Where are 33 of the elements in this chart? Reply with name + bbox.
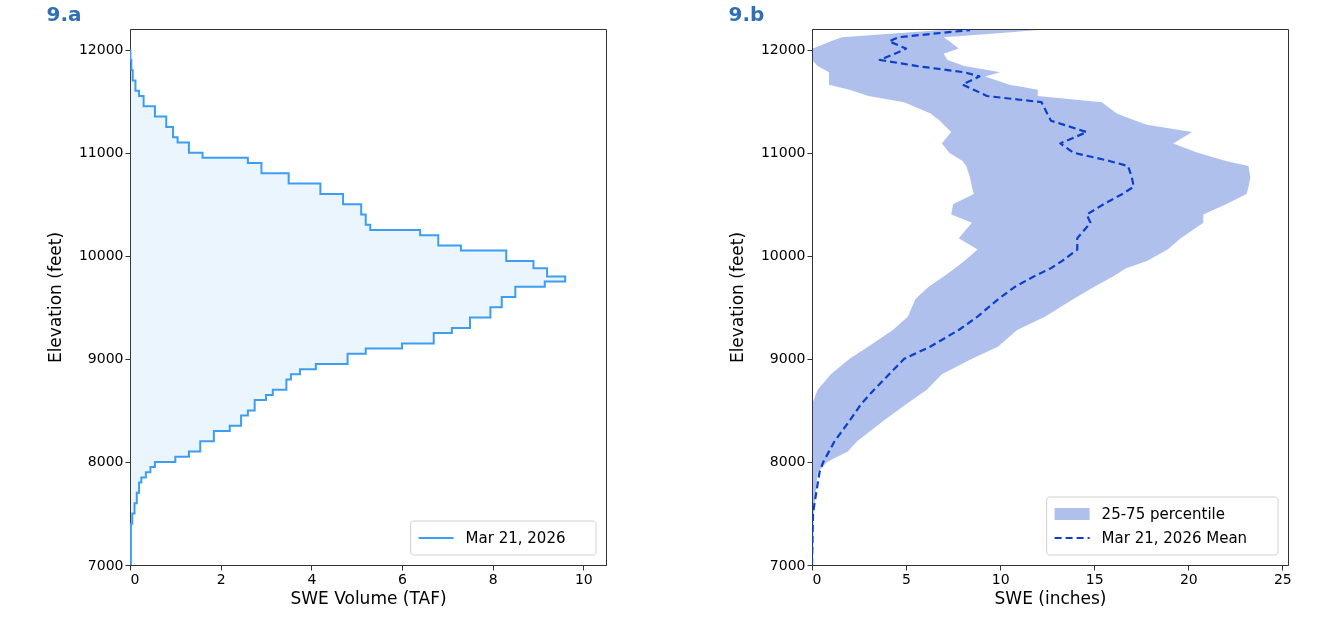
y-tick-label: 11000: [760, 144, 806, 161]
x-tick-label: 20: [1179, 570, 1198, 587]
y-tick-label: 7000: [87, 556, 124, 573]
legend-label: Mar 21, 2026 Mean: [1101, 529, 1248, 547]
x-axis-title: SWE Volume (TAF): [290, 587, 447, 608]
y-tick-label: 11000: [78, 144, 124, 161]
y-tick-label: 9000: [769, 350, 806, 367]
x-tick-label: 5: [902, 570, 912, 587]
y-tick-label: 12000: [760, 41, 806, 58]
chart-title: 9.b: [728, 2, 765, 26]
y-axis-title: Elevation (feet): [44, 231, 65, 364]
x-tick-label: 4: [307, 570, 317, 587]
x-tick-label: 8: [488, 570, 498, 587]
y-axis-title: Elevation (feet): [726, 231, 747, 364]
annotation: 25-75 percentile: [1101, 505, 1225, 523]
x-axis-title: SWE (inches): [994, 587, 1107, 608]
y-tick-label: 7000: [769, 556, 806, 573]
x-tick-label: 25: [1273, 570, 1292, 587]
y-tick-label: 10000: [760, 247, 806, 264]
x-tick-label: 10: [574, 570, 593, 587]
x-tick-label: 10: [991, 570, 1010, 587]
x-tick-label: 2: [216, 570, 226, 587]
y-tick-label: 8000: [87, 453, 124, 470]
y-tick-label: 10000: [78, 247, 124, 264]
chart-title: 9.a: [46, 2, 82, 26]
x-tick-label: 6: [398, 570, 408, 587]
x-tick-label: 0: [812, 570, 822, 587]
legend-label: Mar 21, 2026: [465, 529, 566, 547]
y-tick-label: 9000: [87, 350, 124, 367]
x-tick-label: 15: [1085, 570, 1104, 587]
x-tick-label: 0: [130, 570, 140, 587]
y-tick-label: 12000: [78, 41, 124, 58]
y-tick-label: 8000: [769, 453, 806, 470]
